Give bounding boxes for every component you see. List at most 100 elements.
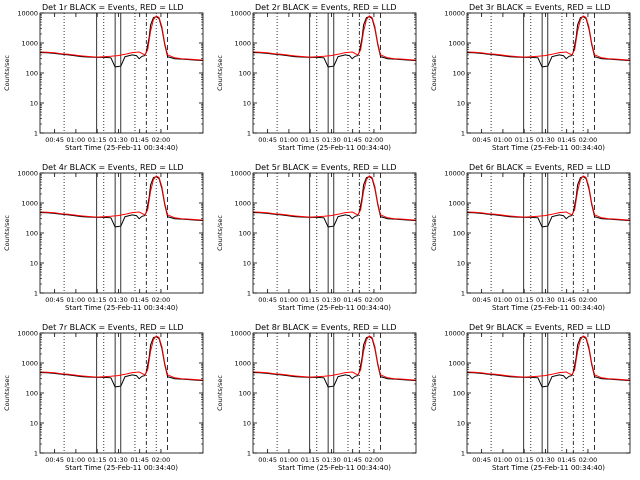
x-tick-label: 01:00	[280, 456, 299, 464]
x-tick-label: 01:00	[280, 296, 299, 304]
panel-7: Det 7r BLACK = Events, RED = LLD 1 10 100 10…	[3, 323, 204, 472]
y-tick-label: 1	[461, 130, 465, 138]
panel-title: Det 7r BLACK = Events, RED = LLD	[42, 323, 184, 332]
lld-series-line	[252, 175, 417, 221]
panel-2: Det 2r BLACK = Events, RED = LLD 1 10 100 10…	[216, 3, 417, 152]
x-tick-label: 01:15	[515, 456, 534, 464]
x-tick-label: 02:00	[365, 296, 384, 304]
y-tick-label: 10000	[17, 330, 38, 338]
events-series-line	[252, 176, 417, 228]
lld-series-line	[466, 175, 631, 221]
y-tick-label: 10000	[17, 10, 38, 18]
x-tick-label: 01:30	[322, 456, 341, 464]
x-tick-label: 01:30	[536, 456, 555, 464]
events-series-line	[252, 336, 417, 388]
y-tick-label: 10	[243, 100, 251, 108]
y-tick-label: 1000	[234, 40, 251, 48]
events-series-line	[252, 16, 417, 68]
x-tick-label: 01:15	[88, 136, 107, 144]
events-series-line	[39, 336, 204, 388]
y-tick-label: 100	[26, 230, 38, 238]
x-tick-label: 01:45	[130, 296, 149, 304]
x-tick-label: 01:30	[536, 136, 555, 144]
x-tick-label: 02:00	[152, 136, 171, 144]
panel-title: Det 4r BLACK = Events, RED = LLD	[42, 163, 184, 172]
y-tick-label: 1000	[234, 200, 251, 208]
x-tick-label: 02:00	[152, 296, 171, 304]
x-tick-label: 01:45	[343, 296, 362, 304]
y-axis-label: Counts/sec	[216, 55, 224, 91]
x-tick-label: 00:45	[472, 456, 491, 464]
panel-1: Det 1r BLACK = Events, RED = LLD 1 10 100 10…	[3, 3, 204, 152]
y-tick-label: 1	[247, 290, 251, 298]
y-tick-label: 100	[453, 230, 465, 238]
y-tick-label: 100	[26, 390, 38, 398]
y-tick-label: 1	[34, 450, 38, 458]
events-series-line	[466, 336, 631, 388]
y-tick-label: 100	[239, 390, 251, 398]
x-tick-label: 02:00	[579, 456, 598, 464]
panel-9: Det 9r BLACK = Events, RED = LLD 1 10 100 10…	[430, 323, 631, 472]
x-tick-label: 01:00	[67, 296, 86, 304]
y-tick-label: 10000	[230, 10, 251, 18]
x-tick-label: 02:00	[579, 296, 598, 304]
x-axis-label: Start Time (25-Feb-11 00:34:40)	[278, 304, 391, 312]
y-tick-label: 10000	[230, 170, 251, 178]
y-axis-label: Counts/sec	[216, 375, 224, 411]
x-tick-label: 01:30	[109, 296, 128, 304]
y-axis-label: Counts/sec	[3, 375, 11, 411]
y-axis-label: Counts/sec	[3, 55, 11, 91]
x-tick-label: 01:45	[343, 456, 362, 464]
panel-title: Det 9r BLACK = Events, RED = LLD	[469, 323, 611, 332]
y-tick-label: 10	[243, 260, 251, 268]
y-tick-label: 10000	[17, 170, 38, 178]
x-axis-label: Start Time (25-Feb-11 00:34:40)	[65, 464, 178, 472]
x-tick-label: 01:15	[515, 136, 534, 144]
lld-series-line	[39, 335, 204, 381]
y-axis-label: Counts/sec	[430, 215, 438, 251]
lld-series-line	[252, 335, 417, 381]
x-tick-label: 00:45	[258, 136, 277, 144]
x-axis-label: Start Time (25-Feb-11 00:34:40)	[492, 464, 605, 472]
lld-series-line	[466, 335, 631, 381]
x-tick-label: 01:30	[322, 296, 341, 304]
y-tick-label: 1000	[21, 200, 38, 208]
y-tick-label: 1000	[234, 360, 251, 368]
panel-3: Det 3r BLACK = Events, RED = LLD 1 10 100 10…	[430, 3, 631, 152]
y-tick-label: 100	[453, 390, 465, 398]
x-axis-label: Start Time (25-Feb-11 00:34:40)	[492, 144, 605, 152]
y-tick-label: 10000	[444, 170, 465, 178]
panel-4: Det 4r BLACK = Events, RED = LLD 1 10 100 10…	[3, 163, 204, 312]
x-axis-label: Start Time (25-Feb-11 00:34:40)	[65, 144, 178, 152]
y-tick-label: 1000	[448, 200, 465, 208]
x-tick-label: 01:00	[67, 136, 86, 144]
y-tick-label: 1000	[448, 40, 465, 48]
y-tick-label: 1000	[448, 360, 465, 368]
y-axis-label: Counts/sec	[430, 375, 438, 411]
x-tick-label: 01:30	[109, 456, 128, 464]
y-tick-label: 10	[457, 420, 465, 428]
x-tick-label: 00:45	[472, 296, 491, 304]
y-tick-label: 10	[30, 420, 38, 428]
y-tick-label: 1000	[21, 40, 38, 48]
y-tick-label: 100	[239, 70, 251, 78]
y-tick-label: 1	[461, 290, 465, 298]
x-tick-label: 01:15	[301, 136, 320, 144]
y-tick-label: 10	[457, 260, 465, 268]
x-tick-label: 01:00	[494, 456, 513, 464]
lld-series-line	[39, 175, 204, 221]
panel-title: Det 5r BLACK = Events, RED = LLD	[255, 163, 397, 172]
x-tick-label: 01:15	[515, 296, 534, 304]
y-tick-label: 1	[247, 130, 251, 138]
x-tick-label: 01:00	[494, 296, 513, 304]
x-tick-label: 02:00	[579, 136, 598, 144]
x-tick-label: 00:45	[45, 296, 64, 304]
panel-8: Det 8r BLACK = Events, RED = LLD 1 10 100 10…	[216, 323, 417, 472]
x-tick-label: 01:00	[280, 136, 299, 144]
y-axis-label: Counts/sec	[3, 215, 11, 251]
x-tick-label: 01:30	[536, 296, 555, 304]
x-tick-label: 00:45	[258, 456, 277, 464]
x-tick-label: 01:45	[557, 456, 576, 464]
